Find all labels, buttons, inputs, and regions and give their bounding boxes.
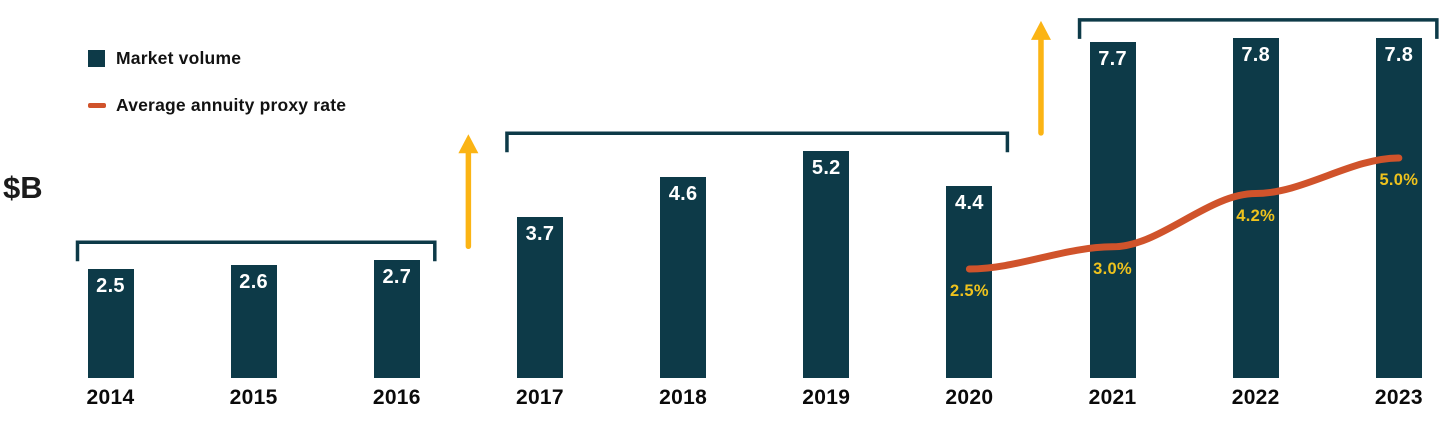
x-axis-label-2018: 2018 xyxy=(659,386,708,409)
rate-line-swatch-icon xyxy=(88,103,106,108)
bar-2021: 7.7 xyxy=(1089,42,1136,378)
bar-value-label: 3.7 xyxy=(525,222,555,245)
y-axis-unit-label: $B xyxy=(3,170,43,205)
bar-2016: 2.7 xyxy=(373,260,420,378)
bar-value-label: 4.6 xyxy=(668,183,698,206)
bar-value-label: 2.7 xyxy=(382,266,412,289)
bar-2014: 2.5 xyxy=(87,269,134,378)
bar-value-label: 7.8 xyxy=(1384,43,1414,66)
bar-2015: 2.6 xyxy=(230,264,277,378)
x-axis-label-2016: 2016 xyxy=(372,386,421,409)
x-axis-label-2022: 2022 xyxy=(1231,386,1280,409)
rate-value-label-2023: 5.0% xyxy=(1379,171,1419,189)
x-axis-label-2014: 2014 xyxy=(86,386,135,409)
bar-2023: 7.8 xyxy=(1375,37,1422,378)
bar-value-label: 4.4 xyxy=(955,192,984,215)
bar-value-label: 7.8 xyxy=(1241,43,1271,66)
x-axis-label-2021: 2021 xyxy=(1088,386,1137,409)
legend-item-market-volume: Market volume xyxy=(88,48,346,69)
x-axis-label-2020: 2020 xyxy=(945,386,994,409)
bar-value-label: 2.5 xyxy=(96,275,125,297)
bar-value-label: 7.7 xyxy=(1098,48,1127,71)
bar-2018: 4.6 xyxy=(660,177,707,378)
bar-value-label: 2.6 xyxy=(239,270,268,293)
legend-market-volume-label: Market volume xyxy=(116,48,242,68)
legend: Market volume Average annuity proxy rate xyxy=(88,48,346,142)
x-axis-label-2015: 2015 xyxy=(229,386,278,409)
bar-value-label: 5.2 xyxy=(811,157,841,180)
legend-item-rate: Average annuity proxy rate xyxy=(88,95,346,116)
rate-value-label-2020: 2.5% xyxy=(949,282,989,300)
x-axis-label-2019: 2019 xyxy=(802,386,851,409)
bar-2017: 3.7 xyxy=(516,216,563,378)
x-axis-label-2017: 2017 xyxy=(515,386,564,409)
legend-rate-label: Average annuity proxy rate xyxy=(116,95,347,115)
rate-value-label-2022: 4.2% xyxy=(1236,206,1276,225)
bar-2019: 5.2 xyxy=(803,151,850,378)
market-volume-swatch-icon xyxy=(88,50,105,67)
rate-value-label-2021: 3.0% xyxy=(1093,259,1132,278)
x-axis-label-2023: 2023 xyxy=(1374,386,1423,409)
